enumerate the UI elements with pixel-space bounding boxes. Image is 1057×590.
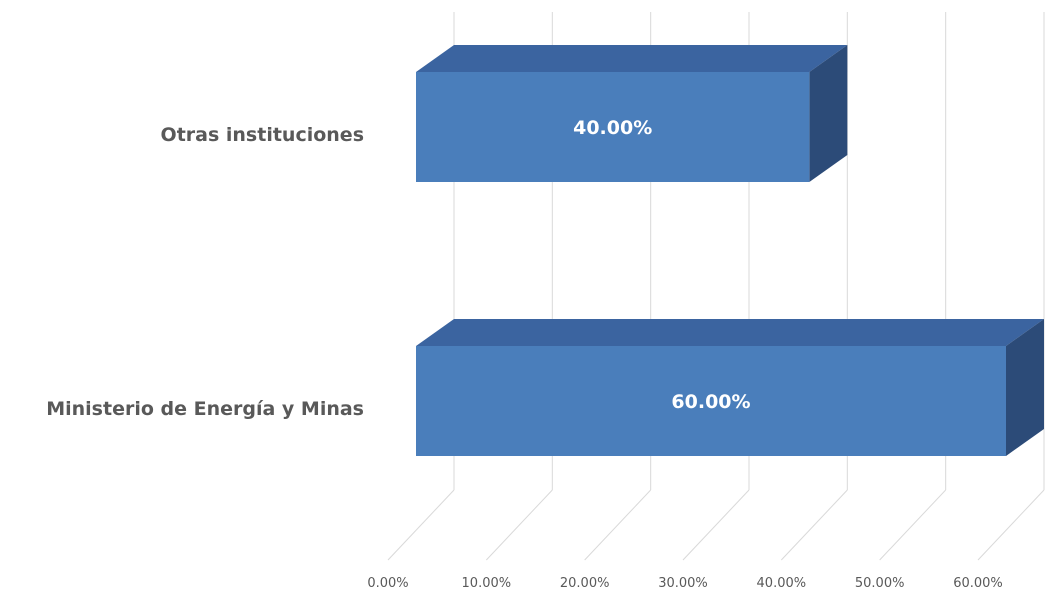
floor-gridline [682,489,750,561]
floor-gridline [780,489,848,561]
x-tick-label: 60.00% [953,576,1003,590]
bar-side-face [809,45,848,182]
bar-data-label: 40.00% [573,117,652,139]
floor-gridline [387,489,455,561]
bar-side-face [1006,319,1044,456]
x-tick-label: 50.00% [855,576,905,590]
x-tick-label: 20.00% [560,576,610,590]
category-label: Otras instituciones [161,124,364,146]
bar-front-face [416,72,810,182]
floor-gridline [485,489,553,561]
bar-top-face [416,319,1044,346]
bar-data-label: 60.00% [671,391,750,413]
bar-front-face [416,346,1006,456]
x-tick-label: 30.00% [658,576,708,590]
category-label: Ministerio de Energía y Minas [46,398,364,420]
floor-gridline [584,489,652,561]
floor-gridline [977,489,1045,561]
floor-gridline [879,489,947,561]
bar-0: 40.00% Otras instituciones [161,45,848,182]
x-tick-label: 40.00% [757,576,807,590]
bar-1: 60.00% Ministerio de Energía y Minas [46,319,1044,456]
x-tick-label: 10.00% [462,576,512,590]
bar-top-face [416,45,848,72]
x-tick-label: 0.00% [367,576,408,590]
x-axis-tick-labels: 0.00% 10.00% 20.00% 30.00% 40.00% 50.00% 60.00… [367,576,1002,590]
